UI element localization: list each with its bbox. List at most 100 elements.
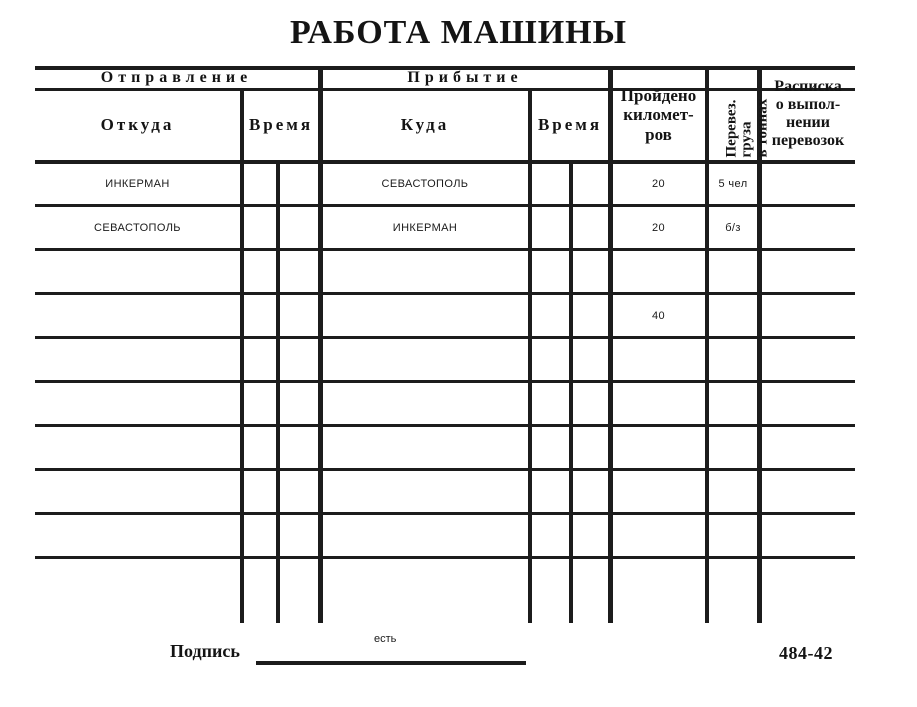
cell-time-in-b[interactable] <box>573 296 608 336</box>
cell-time-in-b[interactable] <box>573 164 608 204</box>
cell-km[interactable] <box>612 384 705 424</box>
cell-tons[interactable] <box>709 340 757 380</box>
cell-from[interactable] <box>35 384 240 424</box>
cell-to[interactable] <box>322 384 528 424</box>
cell-time-in-a[interactable] <box>532 340 569 380</box>
cell-time-in-a[interactable] <box>532 164 569 204</box>
row-separator-3 <box>35 292 855 295</box>
cell-tons[interactable] <box>709 472 757 512</box>
cell-from[interactable] <box>35 560 240 622</box>
cell-to[interactable] <box>322 472 528 512</box>
cell-km[interactable] <box>612 428 705 468</box>
cell-time-out-a[interactable] <box>244 340 276 380</box>
cell-to[interactable] <box>322 252 528 292</box>
cell-time-in-b[interactable] <box>573 208 608 248</box>
cell-from[interactable] <box>35 428 240 468</box>
cell-time-in-b[interactable] <box>573 252 608 292</box>
cell-time-out-b[interactable] <box>280 252 318 292</box>
cell-time-out-b[interactable] <box>280 340 318 380</box>
cell-time-in-a[interactable] <box>532 516 569 556</box>
cell-receipt[interactable] <box>761 516 855 556</box>
cell-receipt[interactable] <box>761 340 855 380</box>
cell-to[interactable] <box>322 296 528 336</box>
cell-km[interactable]: 20 <box>651 178 666 190</box>
cell-from[interactable] <box>35 340 240 380</box>
cell-time-in-b[interactable] <box>573 516 608 556</box>
cell-tons[interactable] <box>709 428 757 468</box>
cell-time-out-b[interactable] <box>280 296 318 336</box>
cell-to[interactable] <box>322 516 528 556</box>
cell-km[interactable] <box>612 340 705 380</box>
cell-from[interactable] <box>35 252 240 292</box>
cell-tons[interactable]: 5 чел <box>718 178 748 190</box>
cell-receipt[interactable] <box>761 472 855 512</box>
cell-time-in-b[interactable] <box>573 560 608 622</box>
cell-time-out-a[interactable] <box>244 428 276 468</box>
cell-time-out-b[interactable] <box>280 384 318 424</box>
cell-time-out-a[interactable] <box>244 296 276 336</box>
cell-time-out-b[interactable] <box>280 516 318 556</box>
col-header-time-arrival: Время <box>537 115 603 135</box>
cell-receipt[interactable] <box>761 428 855 468</box>
cell-time-out-a[interactable] <box>244 164 276 204</box>
cell-tons[interactable] <box>709 516 757 556</box>
cell-time-in-a[interactable] <box>532 472 569 512</box>
cell-to[interactable] <box>322 560 528 622</box>
col-header-from: Откуда <box>100 115 175 135</box>
cell-time-out-a[interactable] <box>244 472 276 512</box>
cell-time-in-a[interactable] <box>532 252 569 292</box>
table-top-border <box>35 66 855 70</box>
cell-km[interactable] <box>612 472 705 512</box>
cell-time-out-a[interactable] <box>244 560 276 622</box>
col-header-tons: Перевез. груза в тоннах <box>709 66 771 160</box>
cell-time-out-b[interactable] <box>280 428 318 468</box>
cell-time-out-a[interactable] <box>244 208 276 248</box>
cell-from[interactable]: ИНКЕРМАН <box>105 178 170 190</box>
cell-receipt[interactable] <box>761 384 855 424</box>
cell-km[interactable]: 40 <box>651 310 666 322</box>
cell-from[interactable]: СЕВАСТОПОЛЬ <box>94 222 181 234</box>
cell-to[interactable] <box>322 428 528 468</box>
cell-time-in-b[interactable] <box>573 384 608 424</box>
cell-to[interactable]: СЕВАСТОПОЛЬ <box>381 178 469 190</box>
cell-tons[interactable]: б/з <box>725 222 741 234</box>
cell-receipt[interactable] <box>761 296 855 336</box>
cell-to[interactable] <box>322 340 528 380</box>
cell-from[interactable] <box>35 472 240 512</box>
cell-time-in-b[interactable] <box>573 472 608 512</box>
cell-receipt[interactable] <box>761 252 855 292</box>
cell-from[interactable] <box>35 516 240 556</box>
header-bottom-border <box>35 160 855 164</box>
cell-time-in-b[interactable] <box>573 428 608 468</box>
cell-time-in-a[interactable] <box>532 560 569 622</box>
cell-time-out-b[interactable] <box>280 208 318 248</box>
cell-time-out-b[interactable] <box>280 164 318 204</box>
cell-tons[interactable] <box>709 252 757 292</box>
cell-time-in-a[interactable] <box>532 384 569 424</box>
cell-from[interactable] <box>35 296 240 336</box>
signature-line[interactable] <box>256 661 526 665</box>
signature-value[interactable]: есть <box>374 633 397 645</box>
cell-to[interactable]: ИНКЕРМАН <box>392 222 458 234</box>
cell-time-in-a[interactable] <box>532 208 569 248</box>
cell-receipt[interactable] <box>761 560 855 622</box>
cell-tons[interactable] <box>709 384 757 424</box>
cell-time-in-b[interactable] <box>573 340 608 380</box>
cell-km[interactable] <box>612 252 705 292</box>
cell-time-out-a[interactable] <box>244 252 276 292</box>
cell-km[interactable] <box>612 560 705 622</box>
cell-time-in-a[interactable] <box>532 296 569 336</box>
cell-receipt[interactable] <box>761 164 855 204</box>
cell-time-out-b[interactable] <box>280 472 318 512</box>
cell-time-out-a[interactable] <box>244 516 276 556</box>
cell-km[interactable] <box>612 516 705 556</box>
cell-tons[interactable] <box>709 560 757 622</box>
cell-receipt[interactable] <box>761 208 855 248</box>
cell-km[interactable]: 20 <box>651 222 666 234</box>
cell-time-out-a[interactable] <box>244 384 276 424</box>
cell-time-in-a[interactable] <box>532 428 569 468</box>
cell-time-out-b[interactable] <box>280 560 318 622</box>
cell-tons[interactable] <box>709 296 757 336</box>
col-header-receipt-line-1: Расписка <box>774 78 842 96</box>
